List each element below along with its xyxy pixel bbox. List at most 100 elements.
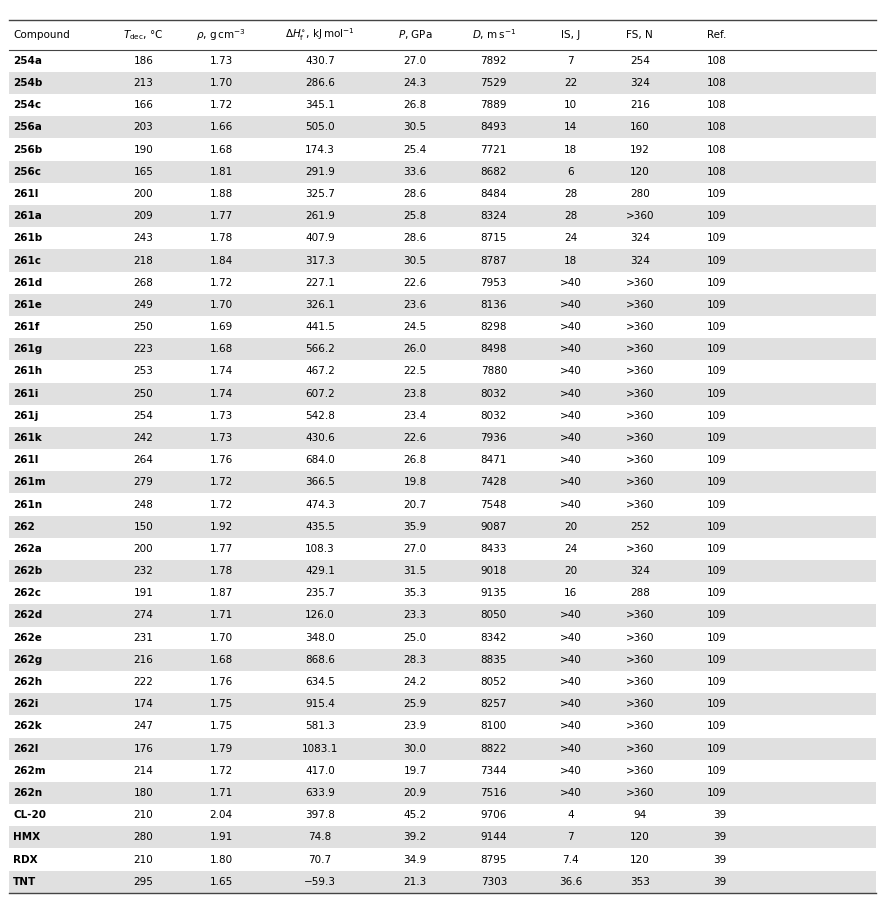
Text: 407.9: 407.9 [305,233,335,243]
Text: 222: 222 [134,677,153,687]
Text: 8298: 8298 [481,322,507,332]
Text: 1.66: 1.66 [210,122,233,132]
Text: 262h: 262h [13,677,42,687]
Text: 7344: 7344 [481,766,507,776]
Text: >360: >360 [626,455,654,465]
Text: 8136: 8136 [481,300,507,310]
Text: 8484: 8484 [481,189,507,199]
Text: $\rho$, g cm$^{-3}$: $\rho$, g cm$^{-3}$ [196,27,246,42]
Text: 7892: 7892 [481,56,507,66]
Text: >360: >360 [626,544,654,554]
Text: 216: 216 [630,100,650,110]
Text: $P$, GPa: $P$, GPa [397,28,433,41]
Text: 8342: 8342 [481,633,507,643]
Text: 223: 223 [134,345,153,355]
Text: 2.04: 2.04 [210,810,233,820]
Text: RDX: RDX [13,854,38,865]
Text: 9144: 9144 [481,832,507,842]
Text: 249: 249 [134,300,153,310]
Text: 180: 180 [134,788,153,798]
Text: 353: 353 [630,877,650,886]
Bar [9,116,876,139]
Text: 28: 28 [564,189,577,199]
Text: CL-20: CL-20 [13,810,46,820]
Text: 23.3: 23.3 [404,610,427,620]
Text: 1.92: 1.92 [210,522,233,532]
Text: 22.6: 22.6 [404,433,427,443]
Bar [9,50,876,72]
Text: 22.5: 22.5 [404,366,427,376]
Text: 16: 16 [564,589,577,598]
Text: 109: 109 [707,500,727,509]
Text: 109: 109 [707,743,727,753]
Text: 286.6: 286.6 [305,78,335,88]
Text: 262k: 262k [13,722,42,732]
Text: 1.71: 1.71 [210,610,233,620]
Text: 8493: 8493 [481,122,507,132]
Text: 474.3: 474.3 [305,500,335,509]
Text: 25.9: 25.9 [404,699,427,709]
Text: 262n: 262n [13,788,42,798]
Text: 30.0: 30.0 [404,743,427,753]
Text: 28: 28 [564,212,577,221]
Text: 348.0: 348.0 [305,633,335,643]
Text: 7428: 7428 [481,477,507,488]
Bar [9,205,876,227]
Text: 262l: 262l [13,743,39,753]
Text: 261n: 261n [13,500,42,509]
Text: 261l: 261l [13,455,39,465]
Text: 200: 200 [134,544,153,554]
Text: 1.77: 1.77 [210,212,233,221]
Text: 250: 250 [134,389,153,399]
Text: 25.0: 25.0 [404,633,427,643]
Text: 30.5: 30.5 [404,256,427,266]
Text: >360: >360 [626,743,654,753]
Text: >40: >40 [559,677,581,687]
Bar [9,161,876,183]
Text: 109: 109 [707,300,727,310]
Text: 1.68: 1.68 [210,655,233,665]
Text: 28.3: 28.3 [404,655,427,665]
Text: >40: >40 [559,633,581,643]
Text: 24: 24 [564,233,577,243]
Text: >40: >40 [559,477,581,488]
Text: 684.0: 684.0 [305,455,335,465]
Text: 1.72: 1.72 [210,766,233,776]
Text: 8257: 8257 [481,699,507,709]
Text: 261e: 261e [13,300,42,310]
Text: 28.6: 28.6 [404,189,427,199]
Text: 174: 174 [134,699,153,709]
Text: 23.4: 23.4 [404,410,427,421]
Text: 429.1: 429.1 [305,566,335,576]
Text: 4: 4 [567,810,573,820]
Text: 7880: 7880 [481,366,507,376]
Text: 109: 109 [707,788,727,798]
Text: 7.4: 7.4 [562,854,579,865]
Text: 566.2: 566.2 [305,345,335,355]
Bar [9,94,876,116]
Text: 74.8: 74.8 [308,832,332,842]
Text: 7953: 7953 [481,278,507,288]
Text: 8498: 8498 [481,345,507,355]
Text: 8795: 8795 [481,854,507,865]
Text: 109: 109 [707,233,727,243]
Bar [9,516,876,538]
Text: 366.5: 366.5 [305,477,335,488]
Text: 25.8: 25.8 [404,212,427,221]
Text: 262e: 262e [13,633,42,643]
Bar [9,626,876,649]
Text: 186: 186 [134,56,153,66]
Text: 120: 120 [630,854,650,865]
Bar [9,560,876,582]
Text: 1.87: 1.87 [210,589,233,598]
Text: 109: 109 [707,212,727,221]
Bar [9,649,876,670]
Text: 216: 216 [134,655,153,665]
Text: 8050: 8050 [481,610,507,620]
Bar [9,316,876,338]
Text: 14: 14 [564,122,577,132]
Bar [9,605,876,626]
Text: >360: >360 [626,322,654,332]
Text: 280: 280 [134,832,153,842]
Text: >40: >40 [559,345,581,355]
